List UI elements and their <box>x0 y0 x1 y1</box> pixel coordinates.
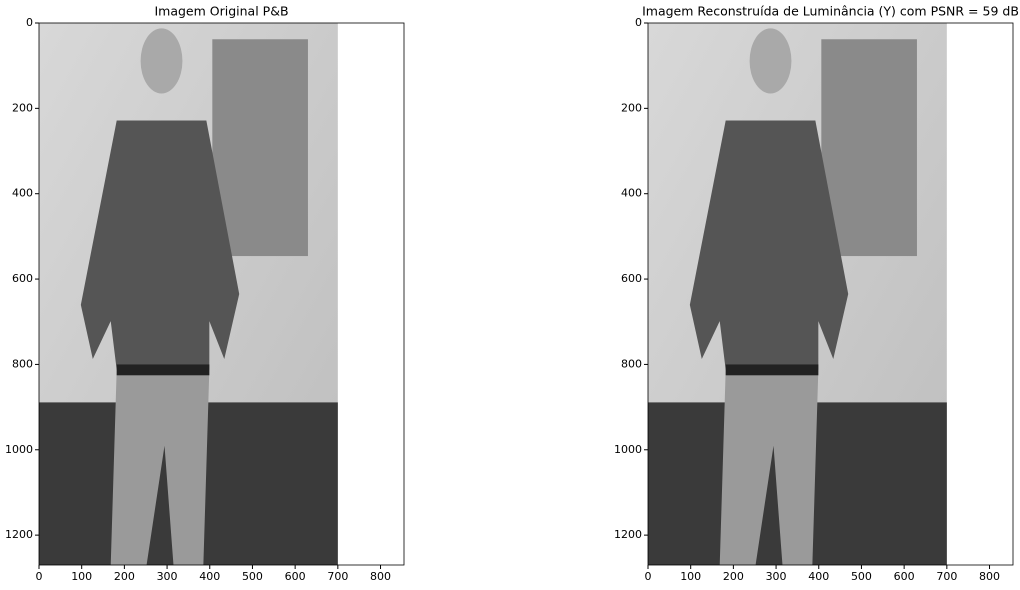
y-tick-label: 600 <box>621 272 642 285</box>
shirt <box>80 120 240 370</box>
x-tick-label: 300 <box>157 570 178 583</box>
x-tick-label: 200 <box>114 570 135 583</box>
head <box>749 28 792 94</box>
x-tick-label: 500 <box>851 570 872 583</box>
y-tick-label: 200 <box>12 101 33 114</box>
x-tick-label: 400 <box>808 570 829 583</box>
x-tick-label: 0 <box>36 570 43 583</box>
x-tick-label: 400 <box>199 570 220 583</box>
x-tick-label: 200 <box>723 570 744 583</box>
x-tick-label: 600 <box>894 570 915 583</box>
chart-title: Imagem Reconstruída de Luminância (Y) co… <box>642 4 1019 19</box>
x-tick-label: 800 <box>370 570 391 583</box>
y-tick-label: 1000 <box>614 443 642 456</box>
door <box>212 39 308 257</box>
y-tick-label: 800 <box>621 357 642 370</box>
x-tick-label: 500 <box>242 570 263 583</box>
x-tick-label: 0 <box>645 570 652 583</box>
x-tick-label: 600 <box>285 570 306 583</box>
frame <box>38 22 405 566</box>
y-tick-label: 1200 <box>5 528 33 541</box>
belt <box>116 364 210 376</box>
pants <box>719 369 819 565</box>
x-tick-label: 800 <box>979 570 1000 583</box>
x-tick-label: 300 <box>766 570 787 583</box>
y-tick-label: 600 <box>12 272 33 285</box>
y-tick-label: 1200 <box>614 528 642 541</box>
pants <box>110 369 210 565</box>
photo-content <box>648 28 947 565</box>
y-tick-label: 800 <box>12 357 33 370</box>
y-tick-label: 0 <box>635 16 642 29</box>
y-tick-label: 1000 <box>5 443 33 456</box>
frame <box>647 22 1014 566</box>
photo-content <box>39 28 338 565</box>
y-tick-label: 400 <box>12 187 33 200</box>
x-tick-label: 100 <box>680 570 701 583</box>
shirt <box>689 120 849 370</box>
y-tick-label: 200 <box>621 101 642 114</box>
door <box>821 39 917 257</box>
y-tick-label: 0 <box>26 16 33 29</box>
x-tick-label: 700 <box>327 570 348 583</box>
belt <box>725 364 819 376</box>
chart-title: Imagem Original P&B <box>154 4 288 19</box>
x-tick-label: 700 <box>936 570 957 583</box>
x-tick-label: 100 <box>71 570 92 583</box>
y-tick-label: 400 <box>621 187 642 200</box>
head <box>140 28 183 94</box>
